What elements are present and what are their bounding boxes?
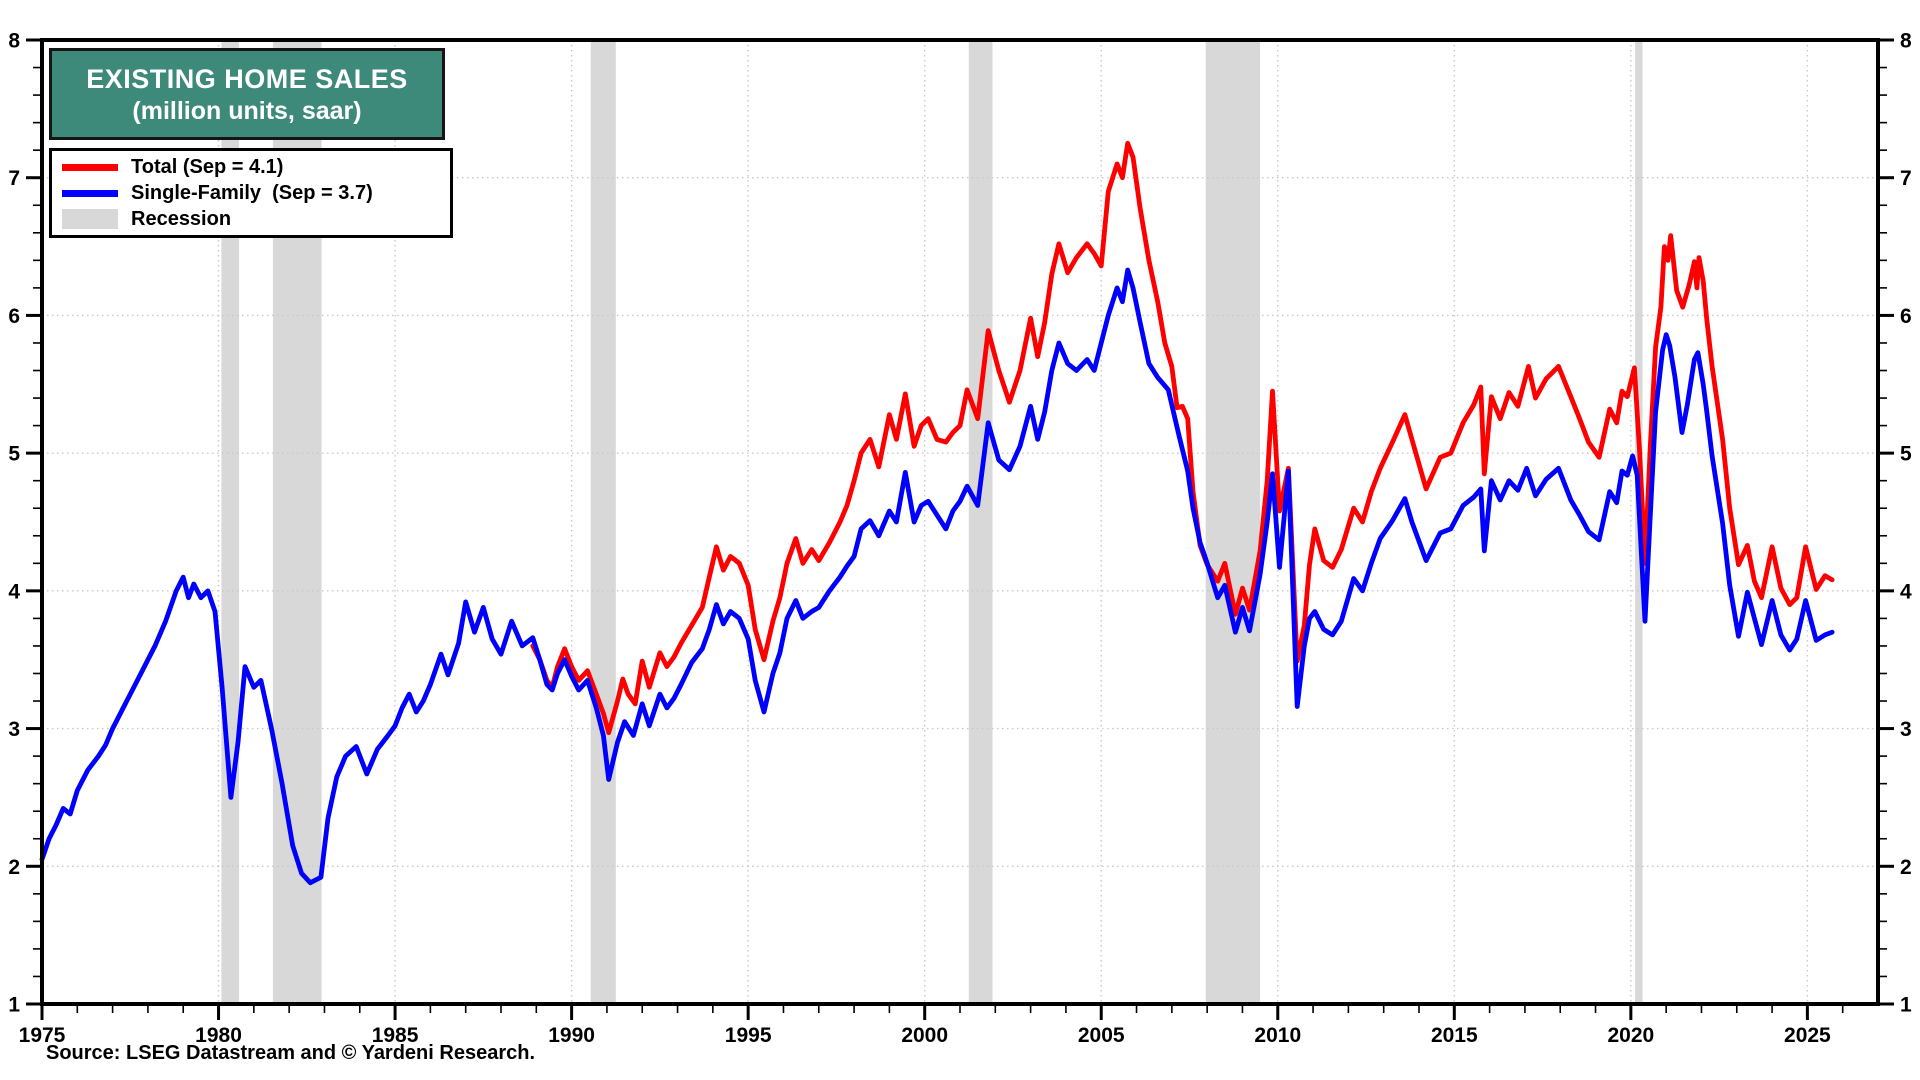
y-axis-label-left: 3: [8, 718, 20, 741]
x-axis-label: 2000: [901, 1024, 948, 1047]
y-axis-label-right: 1: [1900, 994, 1912, 1017]
y-axis-label-left: 6: [8, 305, 20, 328]
x-axis-label: 1985: [372, 1024, 419, 1047]
total-line-swatch: [62, 163, 118, 171]
source-note: Source: LSEG Datastream and © Yardeni Re…: [46, 1042, 536, 1064]
recession-swatch: [62, 209, 118, 229]
recession-band: [1205, 40, 1261, 1004]
x-axis-label: 2005: [1078, 1024, 1125, 1047]
y-axis-label-left: 1: [8, 994, 20, 1017]
x-axis-label: 1980: [195, 1024, 242, 1047]
y-axis-label-left: 8: [8, 30, 20, 53]
legend-label-recession: Recession: [131, 208, 232, 230]
y-axis-label-right: 7: [1900, 167, 1912, 190]
y-axis-label-right: 6: [1900, 305, 1912, 328]
y-axis-label-left: 2: [8, 856, 20, 879]
x-axis-label: 1995: [725, 1024, 772, 1047]
y-axis-label-right: 8: [1900, 30, 1912, 53]
y-axis-label-right: 5: [1900, 443, 1912, 466]
y-axis-label-left: 5: [8, 443, 20, 466]
recession-band: [590, 40, 616, 1004]
total-line: [530, 140, 1835, 736]
y-axis-label-right: 4: [1900, 580, 1912, 603]
x-axis-label: 2010: [1254, 1024, 1301, 1047]
y-axis-label-left: 7: [8, 167, 20, 190]
x-axis-label: 1990: [548, 1024, 595, 1047]
x-axis-label: 2015: [1431, 1024, 1478, 1047]
chart-title: EXISTING HOME SALES: [86, 63, 408, 94]
x-axis-label: 1975: [19, 1024, 66, 1047]
y-axis-label-right: 3: [1900, 718, 1912, 741]
legend-item-recession: Recession: [52, 206, 450, 232]
legend-item-single-family: Single-Family (Sep = 3.7): [52, 180, 450, 206]
x-axis-label: 2025: [1784, 1024, 1831, 1047]
chart-subtitle: (million units, saar): [132, 96, 362, 125]
legend: Total (Sep = 4.1) Single-Family (Sep = 3…: [49, 148, 453, 238]
x-axis-label: 2020: [1607, 1024, 1654, 1047]
legend-label-single-family: Single-Family (Sep = 3.7): [131, 182, 373, 204]
y-axis-label-right: 2: [1900, 856, 1912, 879]
plot-border: [40, 38, 1880, 1006]
y-axis-label-left: 4: [8, 580, 20, 603]
recession-band: [968, 40, 993, 1004]
legend-label-total: Total (Sep = 4.1): [131, 156, 284, 178]
single-family-line-swatch: [62, 189, 118, 197]
chart-title-box: EXISTING HOME SALES (million units, saar…: [49, 48, 445, 140]
legend-item-total: Total (Sep = 4.1): [52, 154, 450, 180]
single-family-line: [39, 267, 1835, 886]
